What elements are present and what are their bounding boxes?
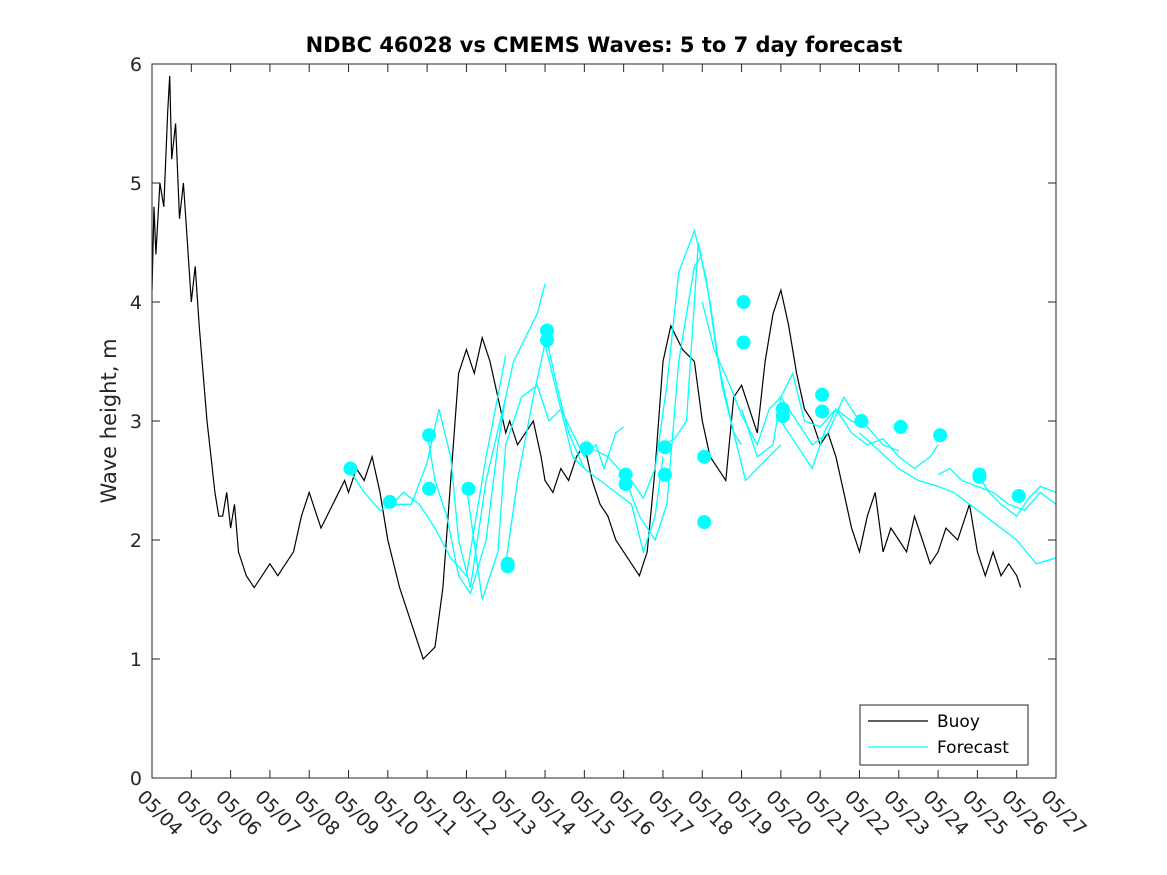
forecast-marker xyxy=(657,467,672,482)
y-tick-label: 5 xyxy=(130,173,142,195)
forecast-line-6 xyxy=(584,254,703,542)
legend-box xyxy=(859,704,1029,766)
forecast-marker xyxy=(540,333,554,348)
legend-entry-forecast: Forecast xyxy=(937,738,1009,758)
y-tick-label: 3 xyxy=(130,411,142,433)
forecast-marker xyxy=(854,414,869,428)
forecast-line-1 xyxy=(387,397,507,588)
forecast-marker xyxy=(422,428,437,443)
forecast-line-10 xyxy=(740,395,861,458)
forecast-line-12 xyxy=(819,408,939,470)
buoy-series xyxy=(152,75,1022,661)
forecast-marker xyxy=(972,469,987,484)
forecast-marker xyxy=(1011,489,1026,503)
forecast-marker xyxy=(736,335,751,350)
y-tick-label: 4 xyxy=(130,292,142,314)
forecast-marker xyxy=(893,419,908,434)
forecast-marker xyxy=(343,461,358,476)
y-tick-label: 2 xyxy=(130,530,142,552)
forecast-line-13 xyxy=(859,432,1056,565)
forecast-line-14 xyxy=(937,467,1056,512)
forecast-line-9 xyxy=(701,301,821,447)
forecast-marker xyxy=(736,295,751,309)
forecast-line-2 xyxy=(426,283,546,596)
forecast-marker xyxy=(422,481,437,496)
chart-title: NDBC 46028 vs CMEMS Waves: 5 to 7 day fo… xyxy=(306,33,903,57)
forecast-line-5 xyxy=(544,331,664,555)
plot-area xyxy=(152,64,1056,778)
legend: Buoy Forecast xyxy=(859,704,1029,766)
forecast-marker xyxy=(697,449,712,464)
buoy-line xyxy=(152,75,1022,661)
forecast-marker xyxy=(382,494,397,509)
forecast-line-7 xyxy=(623,228,743,500)
forecast-marker xyxy=(461,481,476,496)
forecast-marker xyxy=(933,428,948,443)
forecast-marker xyxy=(579,441,594,456)
forecast-marker xyxy=(815,387,830,402)
forecast-markers xyxy=(343,295,1026,574)
forecast-marker xyxy=(815,404,830,419)
forecast-marker xyxy=(775,409,790,424)
forecast-line-3 xyxy=(465,384,585,600)
forecast-marker xyxy=(618,477,633,492)
legend-entry-buoy: Buoy xyxy=(937,712,980,732)
y-tick-label: 6 xyxy=(130,54,142,76)
forecast-marker xyxy=(657,440,672,455)
forecast-marker xyxy=(500,559,515,574)
forecast-marker xyxy=(697,515,712,530)
forecast-series xyxy=(347,228,1056,600)
forecast-line-8 xyxy=(662,242,782,482)
y-tick-label: 1 xyxy=(130,649,142,671)
y-axis: 0 1 2 3 4 5 6 xyxy=(130,54,1056,790)
forecast-line-15 xyxy=(976,474,1056,518)
y-tick-label: 0 xyxy=(130,768,142,790)
y-axis-label: Wave height, m xyxy=(97,338,121,503)
